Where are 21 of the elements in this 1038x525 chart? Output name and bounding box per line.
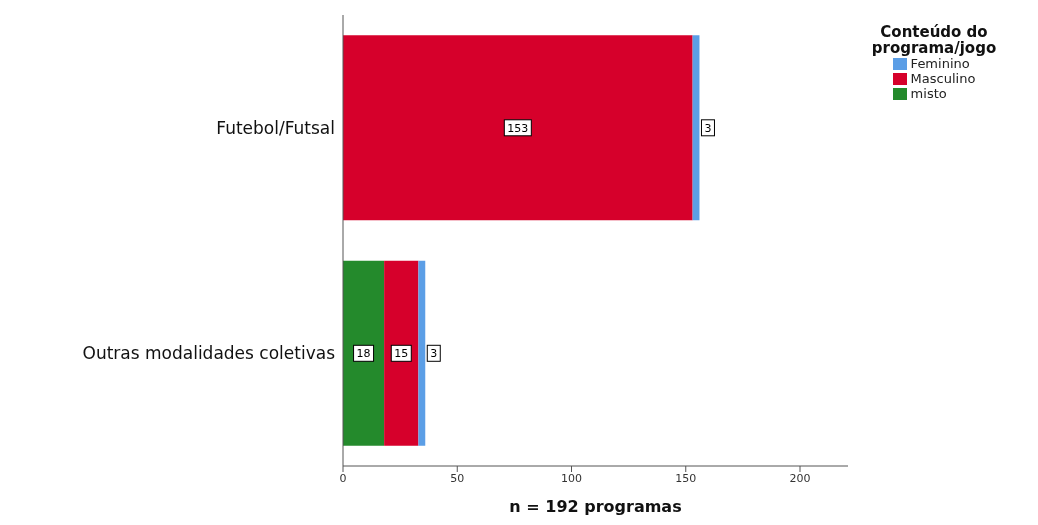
x-tick-label: 200 bbox=[789, 471, 811, 485]
data-label: 15 bbox=[394, 347, 409, 361]
x-tick-label: 0 bbox=[339, 471, 347, 485]
x-tick-label: 100 bbox=[561, 471, 583, 485]
bar bbox=[343, 260, 385, 446]
legend-label: misto bbox=[909, 86, 948, 101]
legend-title: Conteúdo do programa/jogo bbox=[870, 23, 998, 57]
bar bbox=[343, 35, 693, 221]
data-label: 153 bbox=[507, 121, 529, 135]
y-tick-label: Futebol/Futsal bbox=[216, 117, 335, 138]
bar bbox=[418, 260, 426, 446]
data-label: 3 bbox=[704, 121, 712, 135]
data-label: 18 bbox=[356, 347, 371, 361]
bar bbox=[384, 260, 419, 446]
data-label: 3 bbox=[430, 347, 438, 361]
x-tick-label: 150 bbox=[675, 471, 697, 485]
legend-label: Feminino bbox=[909, 56, 971, 71]
x-axis-title: n = 192 programas bbox=[509, 497, 682, 516]
y-tick-label: Outras modalidades coletivas bbox=[82, 343, 336, 364]
legend-label: Masculino bbox=[909, 71, 976, 86]
x-tick-label: 50 bbox=[450, 471, 465, 485]
